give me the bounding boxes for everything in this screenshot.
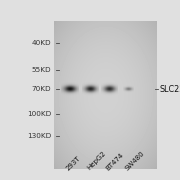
- Text: 130KD: 130KD: [27, 133, 51, 139]
- Text: 70KD: 70KD: [32, 86, 51, 92]
- Text: 100KD: 100KD: [27, 111, 51, 117]
- Text: SLC22A8: SLC22A8: [159, 85, 180, 94]
- Text: 55KD: 55KD: [32, 67, 51, 73]
- Text: BT474: BT474: [105, 151, 125, 171]
- Text: HepG2: HepG2: [86, 150, 107, 171]
- Text: 40KD: 40KD: [32, 40, 51, 46]
- Text: SW480: SW480: [124, 150, 146, 171]
- Text: 293T: 293T: [65, 155, 82, 171]
